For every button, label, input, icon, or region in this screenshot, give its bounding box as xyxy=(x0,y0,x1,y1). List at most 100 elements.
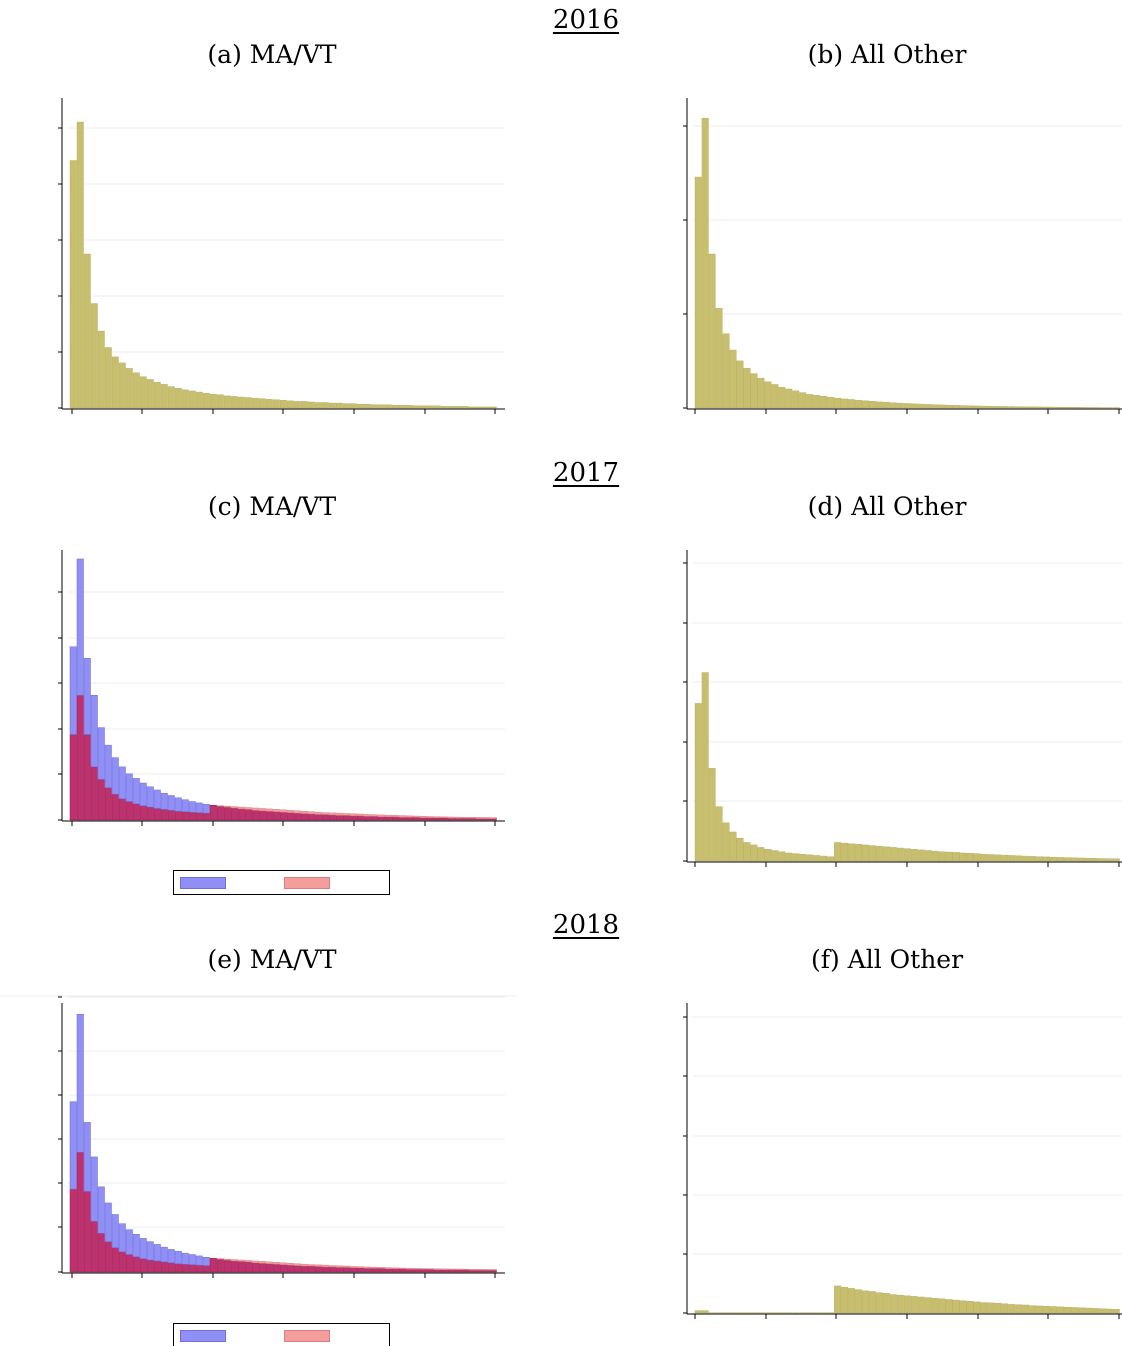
bar-blue xyxy=(76,558,84,696)
bar-red xyxy=(272,809,280,812)
bar xyxy=(862,1290,869,1314)
bar xyxy=(799,392,807,409)
bar xyxy=(910,849,918,862)
bar xyxy=(750,844,758,862)
bar xyxy=(349,403,357,409)
bar-blue xyxy=(83,1122,91,1192)
bar xyxy=(875,845,883,862)
bar-overlap xyxy=(440,1269,448,1273)
bar xyxy=(848,843,855,862)
chart-panel-b xyxy=(683,98,1122,414)
bar-blue xyxy=(104,744,112,788)
bar-overlap xyxy=(167,1262,175,1273)
bar-overlap xyxy=(167,810,175,821)
bar-overlap xyxy=(475,1269,483,1273)
bar-red xyxy=(468,817,476,819)
bar-blue xyxy=(195,1255,203,1266)
bar-overlap xyxy=(230,1260,238,1273)
bar xyxy=(1057,406,1064,409)
bar-overlap xyxy=(461,817,469,821)
bar-blue xyxy=(188,1254,196,1265)
bar-red xyxy=(384,814,392,818)
bar-overlap xyxy=(286,812,294,821)
bar-overlap xyxy=(377,816,385,821)
bar-red xyxy=(279,1262,287,1265)
bar-red xyxy=(321,1264,329,1268)
bar-red xyxy=(335,812,343,816)
bar-red xyxy=(342,813,350,816)
bar-overlap xyxy=(104,1241,112,1273)
bar xyxy=(903,1295,911,1314)
bar-red xyxy=(370,814,378,817)
bar-red xyxy=(335,1265,343,1268)
bar xyxy=(855,399,862,409)
bar-blue xyxy=(195,802,203,813)
bar xyxy=(889,402,897,409)
bar xyxy=(1105,1308,1113,1314)
bar xyxy=(980,1302,988,1314)
bar-overlap xyxy=(104,787,112,821)
bar xyxy=(889,847,897,862)
bar-red xyxy=(440,1268,448,1270)
bar-overlap xyxy=(391,816,399,821)
bar xyxy=(764,849,772,862)
bar-overlap xyxy=(321,1266,329,1273)
bar xyxy=(750,373,758,409)
bar xyxy=(708,768,716,862)
bar-overlap xyxy=(426,817,434,821)
bar xyxy=(868,401,876,409)
bar-red xyxy=(265,808,273,812)
bar-red xyxy=(412,1268,420,1270)
bar-overlap xyxy=(153,808,161,821)
bar xyxy=(701,117,709,409)
bar xyxy=(1022,855,1030,862)
bar-red xyxy=(300,1263,308,1267)
bar-overlap xyxy=(300,813,308,821)
bar-overlap xyxy=(272,1263,280,1273)
bar xyxy=(1077,857,1085,862)
bar-overlap xyxy=(216,1258,224,1273)
bar xyxy=(1091,858,1099,862)
bar xyxy=(83,253,91,409)
bar-blue xyxy=(69,1101,77,1190)
bar xyxy=(729,349,737,409)
bar xyxy=(980,405,988,409)
bar-red xyxy=(321,812,329,815)
bar xyxy=(694,1310,702,1314)
bar xyxy=(321,402,329,409)
bar xyxy=(917,849,925,862)
panel-title-b: (b) All Other xyxy=(807,40,967,69)
bar xyxy=(882,402,890,409)
bar xyxy=(813,395,821,409)
bar xyxy=(973,853,981,862)
bar xyxy=(69,160,77,409)
panel-title-e: (e) MA/VT xyxy=(207,945,337,974)
bar xyxy=(994,1302,1002,1314)
bar xyxy=(903,848,911,862)
bar-red xyxy=(342,1265,350,1268)
bar xyxy=(987,854,995,862)
bar xyxy=(1015,855,1023,862)
bar-overlap xyxy=(153,1260,161,1273)
bar-overlap xyxy=(244,1261,252,1273)
bar-red xyxy=(230,806,238,809)
bar-overlap xyxy=(370,816,378,821)
bar xyxy=(994,406,1002,409)
bar xyxy=(223,395,231,409)
bar xyxy=(1022,1304,1030,1314)
bar xyxy=(1057,1306,1064,1314)
bar xyxy=(917,403,925,409)
bar xyxy=(300,401,308,409)
bar xyxy=(265,399,273,409)
bar xyxy=(896,402,904,409)
bar xyxy=(973,405,981,409)
bar xyxy=(1084,1307,1092,1314)
legend-panel-c xyxy=(173,870,390,895)
bar xyxy=(237,396,245,409)
year-heading-2018: 2018 xyxy=(552,910,620,940)
bar xyxy=(938,1298,946,1314)
bar xyxy=(785,852,793,862)
bar-red xyxy=(377,1267,385,1269)
bar-overlap xyxy=(139,805,147,821)
bar-red xyxy=(293,810,301,814)
